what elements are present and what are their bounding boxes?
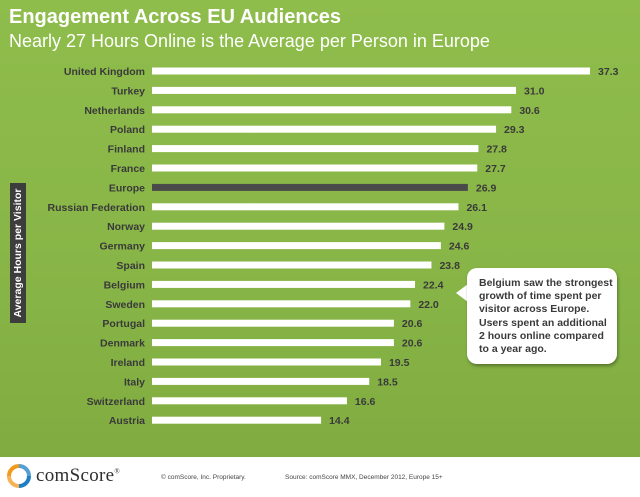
comscore-logo-text: comScore® <box>36 465 120 487</box>
category-label: Netherlands <box>84 105 145 117</box>
category-label: Spain <box>116 260 145 272</box>
bar <box>152 67 590 75</box>
category-label: Italy <box>124 376 145 388</box>
bar <box>152 300 411 308</box>
category-label: United Kingdom <box>64 66 145 78</box>
category-label: Denmark <box>100 338 145 350</box>
callout-text: Belgium saw the strongest growth of time… <box>479 277 613 356</box>
category-label: Norway <box>107 221 145 233</box>
category-label: Finland <box>108 144 145 156</box>
bar <box>152 222 445 230</box>
category-label: Turkey <box>111 85 145 97</box>
bar <box>152 203 459 211</box>
category-label: Switzerland <box>87 396 145 408</box>
value-label: 19.5 <box>389 357 410 369</box>
value-label: 31.0 <box>524 85 545 97</box>
category-label: Sweden <box>105 299 145 311</box>
bar <box>152 145 479 153</box>
value-label: 29.3 <box>504 124 525 136</box>
category-label: Germany <box>99 241 145 253</box>
bar <box>152 377 370 385</box>
bar <box>152 339 394 347</box>
category-label: Ireland <box>111 357 145 369</box>
value-label: 27.7 <box>485 163 506 175</box>
highlight-bar <box>152 183 468 191</box>
comscore-logo-icon <box>7 464 31 488</box>
value-label: 23.8 <box>439 260 460 272</box>
bar <box>152 242 441 250</box>
value-label: 24.6 <box>449 241 470 253</box>
bar <box>152 125 497 133</box>
value-label: 27.8 <box>486 144 507 156</box>
value-label: 26.1 <box>466 202 487 214</box>
copyright-notice: © comScore, Inc. Proprietary. <box>161 474 246 481</box>
category-label: Russian Federation <box>48 202 145 214</box>
value-label: 18.5 <box>377 376 398 388</box>
category-label: France <box>111 163 146 175</box>
bar <box>152 261 432 269</box>
value-label: 20.6 <box>402 338 423 350</box>
value-label: 14.4 <box>329 415 350 427</box>
slide-title: Engagement Across EU Audiences <box>9 6 341 28</box>
bar <box>152 280 416 288</box>
footer: comScore® © comScore, Inc. Proprietary. … <box>0 457 640 497</box>
y-axis-label: Average Hours per Visitor <box>12 188 24 318</box>
callout-box: Belgium saw the strongest growth of time… <box>467 268 617 364</box>
value-label: 30.6 <box>519 105 540 117</box>
category-label: Austria <box>109 415 145 427</box>
value-label: 16.6 <box>355 396 376 408</box>
bar <box>152 86 517 94</box>
logo-registered-mark: ® <box>114 467 120 476</box>
category-label: Portugal <box>102 318 145 330</box>
bar <box>152 397 347 405</box>
bar-chart: United Kingdom 37.3 Turkey 31.0 Netherlands 3… <box>48 66 619 427</box>
slide-subtitle: Nearly 27 Hours Online is the Average pe… <box>9 31 490 51</box>
category-label: Europe <box>109 182 145 194</box>
value-label: 26.9 <box>476 182 497 194</box>
value-label: 22.0 <box>418 299 439 311</box>
bar <box>152 164 478 172</box>
value-label: 24.9 <box>452 221 473 233</box>
value-label: 20.6 <box>402 318 423 330</box>
bar <box>152 106 512 114</box>
value-label: 37.3 <box>598 66 619 78</box>
logo-wordmark: comScore <box>36 465 115 486</box>
bar <box>152 358 381 366</box>
callout-pointer <box>456 284 468 302</box>
category-label: Poland <box>110 124 145 136</box>
source-note: Source: comScore MMX, December 2012, Eur… <box>285 474 443 481</box>
bar <box>152 416 322 424</box>
category-label: Belgium <box>104 279 145 291</box>
y-axis-label-box <box>10 183 26 323</box>
value-label: 22.4 <box>423 279 444 291</box>
bar <box>152 319 394 327</box>
